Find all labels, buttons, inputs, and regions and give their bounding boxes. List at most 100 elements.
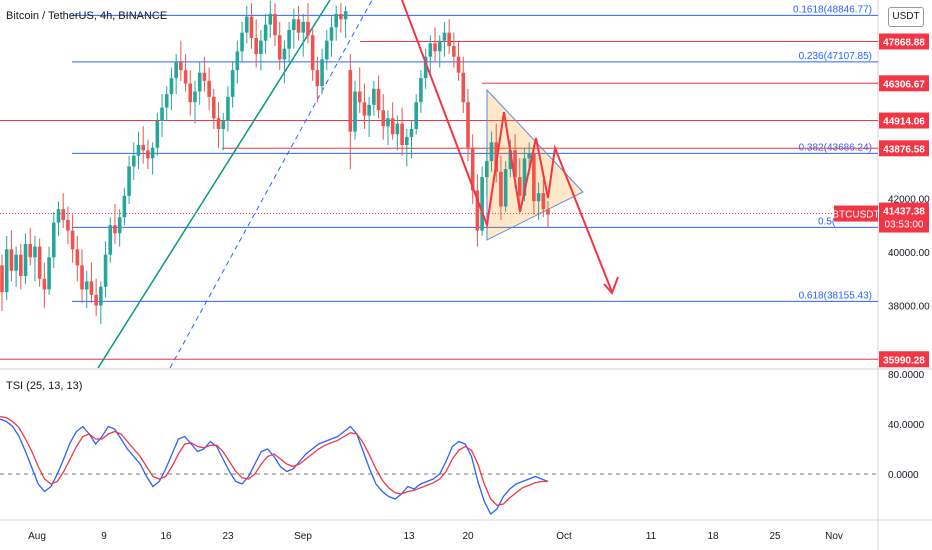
candle-body — [329, 27, 334, 41]
candle-body — [362, 102, 367, 116]
candle-body — [174, 62, 178, 79]
candle-body — [230, 70, 235, 97]
chart-title: Bitcoin / TetherUS, 4h, BINANCE — [6, 10, 168, 22]
candle-body — [197, 72, 202, 92]
candle-body — [320, 59, 324, 87]
candle-body — [390, 118, 395, 135]
candle-body — [499, 171, 503, 207]
price-tick-label: 42000.00 — [888, 195, 930, 206]
candle-body — [108, 225, 113, 255]
currency-button[interactable]: USDT — [888, 7, 924, 27]
candle-body — [367, 104, 371, 116]
tsi-title: TSI (25, 13, 13) — [6, 380, 83, 392]
candle-body — [23, 243, 28, 277]
projection-path — [401, 0, 613, 293]
tsi-signal-line — [0, 415, 548, 507]
level-badge: 46306.67 — [883, 79, 925, 90]
candle-body — [179, 62, 183, 71]
candle-body — [33, 246, 37, 258]
time-tick-label: 11 — [646, 531, 657, 542]
candle-body — [277, 35, 282, 60]
candle-body — [273, 13, 277, 36]
candle-body — [419, 78, 423, 103]
candle-body — [259, 40, 263, 55]
level-badge-bg — [879, 112, 929, 129]
time-tick-label: Nov — [825, 531, 843, 542]
price-tick-label: 40000.00 — [888, 248, 930, 259]
candle-body — [249, 16, 254, 38]
candle-body — [240, 32, 244, 52]
main-pane: 0.1618(48846.77)0.236(47107.85)0.382(436… — [0, 0, 878, 368]
candle-body — [517, 177, 522, 196]
candle-body — [221, 120, 226, 129]
candle-body — [527, 153, 531, 159]
candle-body — [386, 118, 390, 127]
candle-body — [513, 150, 517, 178]
level-badge-bg — [879, 351, 929, 368]
candle-body — [84, 281, 89, 290]
candle-body — [456, 56, 461, 73]
candle-body — [287, 29, 291, 49]
time-tick-label: Sep — [294, 531, 312, 542]
candle-body — [146, 150, 150, 159]
candle-body — [42, 278, 47, 290]
candle-body — [485, 161, 489, 178]
time-tick-label: Oct — [556, 531, 572, 542]
symbol-badge-label: BTCUSDT — [832, 210, 879, 221]
candle-body — [164, 94, 169, 108]
candle-body — [28, 243, 33, 258]
candle-body — [348, 70, 353, 132]
fib-label: 0.1618(48846.77) — [793, 4, 872, 15]
candle-body — [306, 21, 310, 36]
candle-body — [503, 169, 508, 207]
time-tick-label: 16 — [160, 531, 172, 542]
candle-body — [136, 145, 141, 156]
candle-body — [414, 102, 419, 129]
candle-body — [212, 96, 216, 119]
candle-body — [301, 21, 306, 33]
candle-body — [423, 56, 428, 79]
level-badge-bg — [879, 33, 929, 50]
current-price-value: 41437.38 — [883, 207, 925, 218]
candle-body — [263, 24, 268, 41]
candle-body — [155, 120, 160, 148]
candle-body — [452, 46, 456, 57]
candle-body — [404, 136, 409, 145]
candle-body — [122, 195, 127, 218]
tsi-tick-label: 80.0000 — [888, 370, 925, 381]
candle-body — [89, 281, 94, 295]
candle-body — [0, 265, 4, 293]
candle-body — [51, 222, 56, 258]
candle-body — [315, 70, 320, 87]
candle-body — [541, 193, 546, 210]
candle-body — [150, 147, 155, 159]
current-price-countdown: 03:53:00 — [885, 220, 924, 231]
time-tick-label: 25 — [769, 531, 781, 542]
candle-body — [207, 80, 211, 97]
candle-body — [19, 254, 23, 277]
candle-body — [353, 91, 357, 132]
candle-body — [395, 123, 400, 135]
candle-body — [226, 96, 230, 121]
candle-body — [268, 13, 273, 25]
candle-body — [466, 102, 470, 148]
candle-body — [193, 91, 197, 103]
candle-body — [381, 110, 386, 127]
trendline-dashed — [169, 0, 373, 368]
candle-body — [475, 190, 480, 231]
candle-body — [409, 128, 414, 137]
candle-body — [372, 88, 376, 105]
candle-body — [117, 217, 122, 234]
candle-body — [94, 294, 98, 306]
tsi-tick-label: 0.0000 — [888, 470, 919, 481]
symbol-badge-bg — [834, 205, 878, 222]
time-tick-label: 23 — [222, 531, 234, 542]
time-tick-label: 18 — [707, 531, 719, 542]
candle-body — [282, 48, 287, 60]
tsi-line — [0, 418, 549, 516]
candle-body — [113, 225, 117, 234]
candle-body — [66, 219, 70, 231]
candle-body — [254, 38, 258, 55]
